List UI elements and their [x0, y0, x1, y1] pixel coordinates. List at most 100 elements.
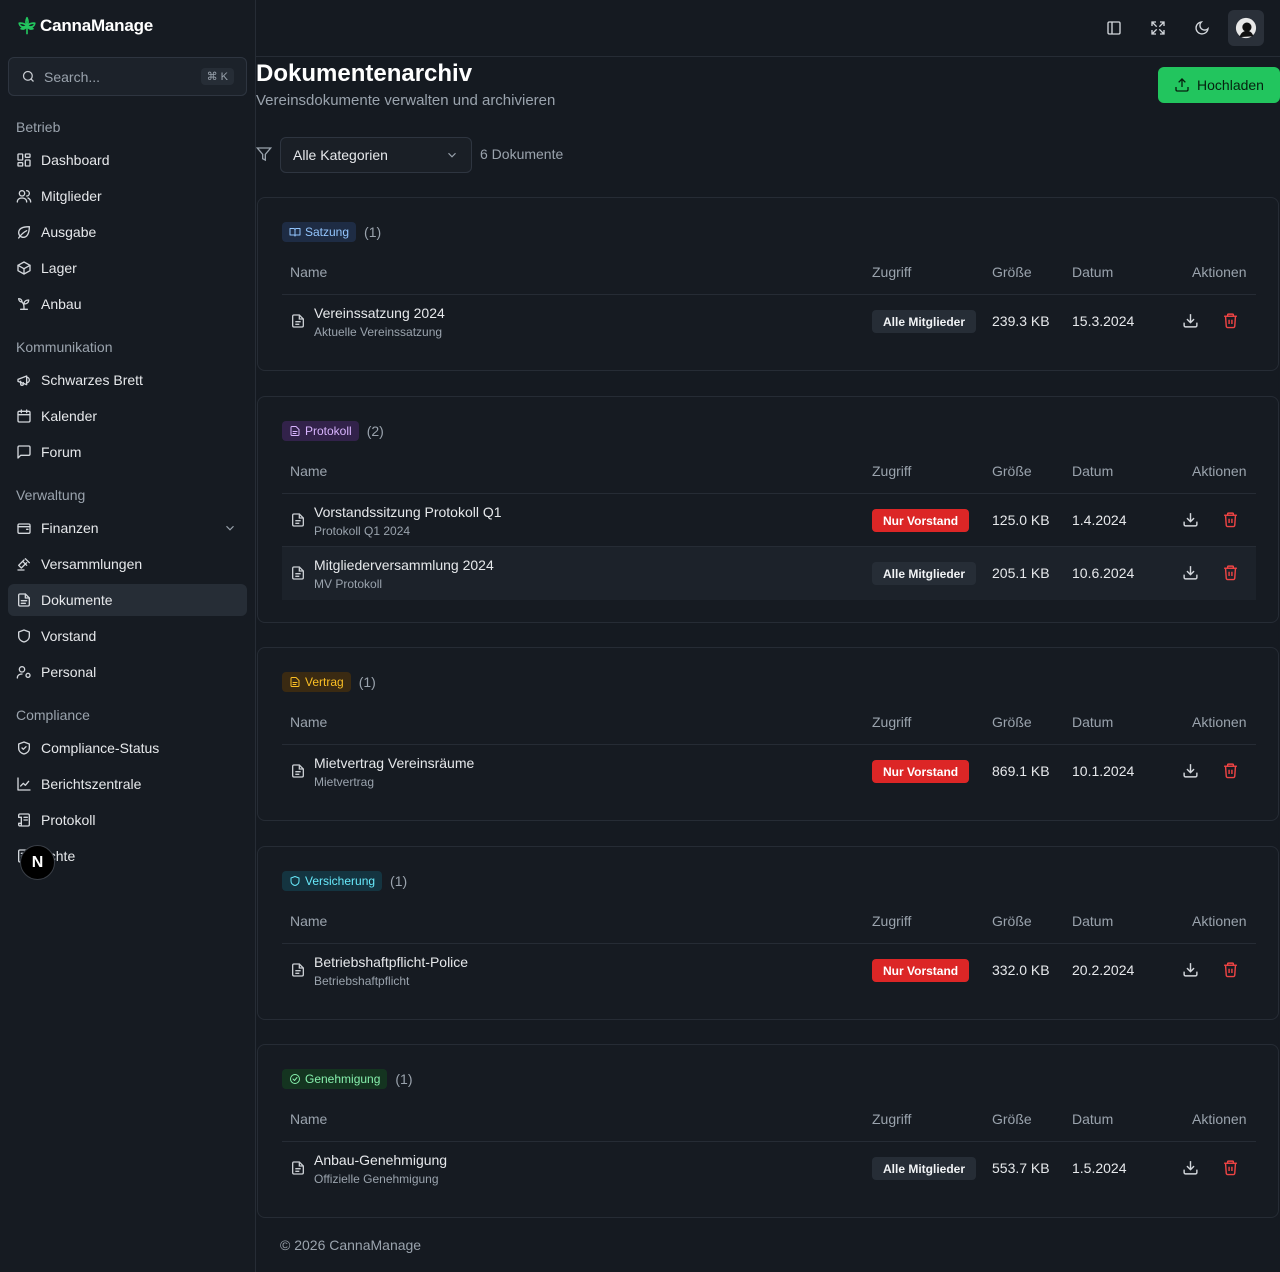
- nav-group-label: Verwaltung: [16, 487, 86, 503]
- download-icon[interactable]: [1182, 564, 1199, 581]
- document-size: 239.3 KB: [992, 313, 1050, 329]
- user-avatar[interactable]: [1228, 10, 1264, 46]
- document-name: Mitgliederversammlung 2024: [314, 557, 494, 573]
- trash-icon[interactable]: [1222, 312, 1239, 329]
- category-card-protokoll: Protokoll (2) Name Zugriff Größe Datum Aktione…: [257, 396, 1279, 623]
- sidebar-item-anbau[interactable]: Anbau: [8, 288, 247, 320]
- table-row[interactable]: Betriebshaftpflicht-Police Betriebshaftpf…: [282, 944, 1256, 997]
- cannabis-leaf-icon: [16, 15, 38, 37]
- column-header-size: Größe: [992, 913, 1032, 929]
- app-logo[interactable]: CannaManage: [16, 15, 153, 37]
- sidebar-item-personal[interactable]: Personal: [8, 656, 247, 688]
- trash-icon[interactable]: [1222, 1159, 1239, 1176]
- category-badge: Vertrag: [282, 672, 351, 692]
- page-subtitle: Vereinsdokumente verwalten und archivier…: [256, 92, 556, 109]
- sidebar-item-compliance-status[interactable]: Compliance-Status: [8, 732, 247, 764]
- document-size: 205.1 KB: [992, 565, 1050, 581]
- sidebar-item-label: Vorstand: [41, 628, 97, 644]
- sidebar-item-dashboard[interactable]: Dashboard: [8, 144, 247, 176]
- upload-button[interactable]: Hochladen: [1158, 67, 1280, 103]
- document-name: Anbau-Genehmigung: [314, 1152, 448, 1168]
- trash-icon[interactable]: [1222, 564, 1239, 581]
- category-icon: [289, 676, 301, 688]
- avatar-icon: [1235, 17, 1257, 39]
- megaphone-icon: [16, 372, 32, 388]
- access-badge: Alle Mitglieder: [872, 310, 977, 333]
- category-card-satzung: Satzung (1) Name Zugriff Größe Datum Aktionen V…: [257, 197, 1279, 371]
- category-card-versicherung: Versicherung (1) Name Zugriff Größe Datum Akti…: [257, 846, 1279, 1020]
- document-description: Mietvertrag: [314, 775, 375, 789]
- column-header-name: Name: [290, 463, 328, 479]
- download-icon[interactable]: [1182, 511, 1199, 528]
- document-date: 15.3.2024: [1072, 313, 1135, 329]
- category-card-vertrag: Vertrag (1) Name Zugriff Größe Datum Aktionen M…: [257, 647, 1279, 821]
- shield-check-icon: [16, 740, 32, 756]
- nav-group-label: Compliance: [16, 707, 90, 723]
- category-badge: Protokoll: [282, 421, 359, 441]
- sidebar-item-kalender[interactable]: Kalender: [8, 400, 247, 432]
- category-header: Vertrag (1): [282, 672, 376, 692]
- document-name: Vorstandssitzung Protokoll Q1: [314, 504, 502, 520]
- document-name: Betriebshaftpflicht-Police: [314, 954, 469, 970]
- trash-icon[interactable]: [1222, 511, 1239, 528]
- category-card-genehmigung: Genehmigung (1) Name Zugriff Größe Datum Aktio…: [257, 1044, 1279, 1218]
- calendar-icon: [16, 408, 32, 424]
- sidebar-item-label: Schwarzes Brett: [41, 372, 143, 388]
- sidebar-item-lager[interactable]: Lager: [8, 252, 247, 284]
- document-icon: [290, 512, 306, 528]
- sidebar-item-label: Dashboard: [41, 152, 110, 168]
- category-badge: Versicherung: [282, 871, 383, 891]
- category-count: (1): [390, 873, 408, 889]
- column-header-actions: Aktionen: [1192, 1111, 1247, 1127]
- category-select[interactable]: Alle Kategorien: [280, 137, 472, 173]
- sidebar-item-dokumente[interactable]: Dokumente: [8, 584, 247, 616]
- table-header: Name Zugriff Größe Datum Aktionen: [282, 463, 1256, 494]
- column-header-access: Zugriff: [872, 463, 912, 479]
- sidebar-item-schwarzes-brett[interactable]: Schwarzes Brett: [8, 364, 247, 396]
- document-icon: [290, 763, 306, 779]
- sidebar-item-label: Mitglieder: [41, 188, 102, 204]
- access-badge: Nur Vorstand: [872, 509, 970, 532]
- category-icon: [289, 425, 301, 437]
- download-icon[interactable]: [1182, 762, 1199, 779]
- access-badge: Alle Mitglieder: [872, 562, 977, 585]
- leaf-icon: [16, 224, 32, 240]
- table-row[interactable]: Anbau-Genehmigung Offizielle Genehmigung A…: [282, 1142, 1256, 1195]
- column-header-name: Name: [290, 1111, 328, 1127]
- column-header-access: Zugriff: [872, 264, 912, 280]
- sidebar-item-ausgabe[interactable]: Ausgabe: [8, 216, 247, 248]
- table-row[interactable]: Vorstandssitzung Protokoll Q1 Protokoll Q…: [282, 494, 1256, 547]
- table-row[interactable]: Mietvertrag Vereinsräume Mietvertrag Nur V…: [282, 745, 1256, 798]
- access-badge: Nur Vorstand: [872, 760, 970, 783]
- download-icon[interactable]: [1182, 961, 1199, 978]
- toggle-sidebar-button[interactable]: [1096, 10, 1132, 46]
- wallet-icon: [16, 520, 32, 536]
- sidebar-item-mitglieder[interactable]: Mitglieder: [8, 180, 247, 212]
- moon-icon: [1194, 20, 1210, 36]
- trash-icon[interactable]: [1222, 961, 1239, 978]
- theme-toggle-button[interactable]: [1184, 10, 1220, 46]
- document-name: Vereinssatzung 2024: [314, 305, 445, 321]
- chevron-down-icon: [223, 521, 237, 535]
- table-row[interactable]: Vereinssatzung 2024 Aktuelle Vereinssatzu…: [282, 295, 1256, 348]
- sidebar-item-protokoll[interactable]: Protokoll: [8, 804, 247, 836]
- sidebar-item-vorstand[interactable]: Vorstand: [8, 620, 247, 652]
- category-header: Satzung (1): [282, 222, 381, 242]
- trash-icon[interactable]: [1222, 762, 1239, 779]
- sidebar-item-forum[interactable]: Forum: [8, 436, 247, 468]
- document-size: 125.0 KB: [992, 512, 1050, 528]
- search-input[interactable]: Search... ⌘ K: [8, 57, 247, 96]
- table-row[interactable]: Mitgliederversammlung 2024 MV Protokoll Al…: [282, 547, 1256, 600]
- sidebar-item-versammlungen[interactable]: Versammlungen: [8, 548, 247, 580]
- filter-icon: [256, 146, 272, 162]
- column-header-size: Größe: [992, 1111, 1032, 1127]
- fullscreen-button[interactable]: [1140, 10, 1176, 46]
- download-icon[interactable]: [1182, 312, 1199, 329]
- sidebar-item-berichtszentrale[interactable]: Berichtszentrale: [8, 768, 247, 800]
- category-label: Protokoll: [305, 424, 352, 438]
- sidebar-item-label: Forum: [41, 444, 82, 460]
- download-icon[interactable]: [1182, 1159, 1199, 1176]
- nextjs-dev-badge[interactable]: N: [20, 845, 55, 880]
- column-header-size: Größe: [992, 264, 1032, 280]
- sidebar-item-finanzen[interactable]: Finanzen: [8, 512, 247, 544]
